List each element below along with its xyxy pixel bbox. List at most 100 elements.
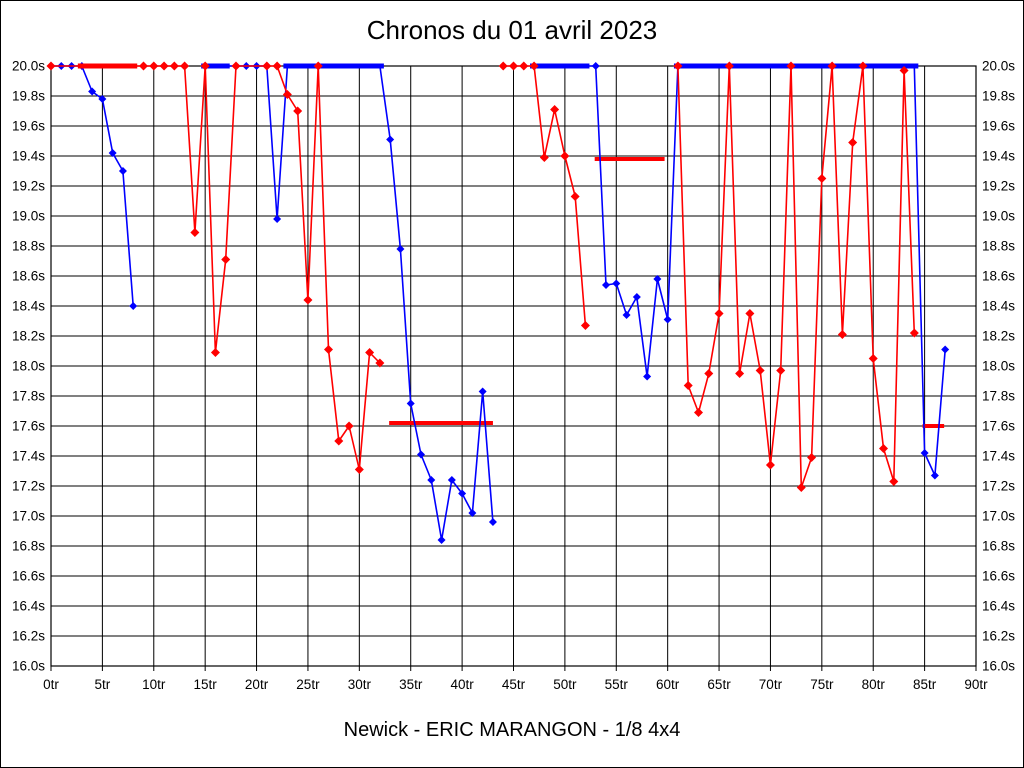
series-blue-point [129, 302, 138, 310]
series-red-point [221, 255, 231, 264]
series-blue-point [273, 215, 282, 223]
y-tick-label-left: 18.6s [12, 269, 45, 284]
x-tick-label: 55tr [605, 677, 629, 692]
chart-footer: Newick - ERIC MARANGON - 1/8 4x4 [343, 719, 681, 741]
series-red-point [262, 61, 272, 71]
series-red-point [889, 477, 899, 486]
series-red-point [159, 61, 169, 71]
y-tick-label-left: 17.0s [12, 509, 45, 524]
series-red-point [868, 354, 878, 363]
y-tick-label-right: 19.4s [982, 149, 1015, 164]
series-red-point [909, 328, 919, 338]
series-red-point [776, 366, 786, 375]
y-tick-label-left: 18.2s [12, 329, 45, 344]
series-red-point [180, 61, 190, 71]
y-tick-label-left: 16.6s [12, 569, 45, 584]
series-red-point [169, 61, 179, 71]
y-tick-label-left: 17.6s [12, 419, 45, 434]
series-red-point [375, 358, 385, 368]
x-tick-label: 90tr [964, 677, 988, 692]
x-tick-label: 0tr [43, 677, 59, 692]
series-red-point [899, 66, 909, 75]
x-tick-label: 30tr [348, 677, 372, 692]
y-tick-label-right: 17.8s [982, 389, 1015, 404]
series-red-point [683, 381, 693, 390]
series-blue-line [534, 65, 946, 477]
series-red-point [694, 408, 703, 417]
series-red-point [704, 369, 714, 378]
series-red-point [550, 105, 560, 114]
y-tick-label-right: 19.8s [982, 89, 1015, 104]
series-red-point [509, 61, 518, 71]
y-tick-label-left: 20.0s [12, 59, 45, 74]
y-tick-label-left: 17.4s [12, 449, 45, 464]
y-tick-label-right: 19.0s [982, 209, 1015, 224]
series-red-line [677, 65, 916, 489]
series-blue-point [653, 275, 662, 283]
series-red-point [765, 460, 775, 470]
series-red-point [714, 309, 724, 318]
y-tick-label-right: 20.0s [982, 59, 1015, 74]
x-tick-label: 15tr [194, 677, 218, 692]
series-red-point [303, 295, 313, 305]
series-blue-point [920, 449, 929, 457]
x-tick-label: 85tr [913, 677, 937, 692]
series-blue-point [427, 476, 436, 484]
series-red-point [272, 61, 282, 71]
series-red-point [519, 61, 529, 71]
y-tick-label-right: 18.0s [982, 359, 1015, 374]
x-tick-label: 5tr [95, 677, 111, 692]
series-red-point [46, 61, 56, 71]
series-red-point [848, 138, 858, 147]
y-tick-label-left: 16.0s [12, 659, 45, 674]
series-red-point [735, 369, 745, 378]
y-tick-label-left: 19.2s [12, 179, 45, 194]
series-red-point [324, 345, 333, 354]
series-blue-line [205, 65, 494, 541]
y-tick-label-right: 17.0s [982, 509, 1015, 524]
y-tick-label-left: 18.4s [12, 299, 45, 314]
series-red-point [796, 483, 806, 492]
series-blue-point [88, 87, 97, 96]
series-blue-point [98, 95, 107, 103]
series-red-point [498, 61, 508, 71]
series-red-point [879, 444, 888, 453]
chart-title: Chronos du 01 avril 2023 [366, 15, 658, 45]
y-tick-label-right: 19.6s [982, 119, 1015, 134]
y-tick-label-left: 17.2s [12, 479, 45, 494]
series-red-point [745, 309, 755, 318]
y-tick-label-left: 16.8s [12, 539, 45, 554]
series-red-point [139, 61, 148, 71]
y-tick-label-left: 19.0s [12, 209, 45, 224]
series-red-point [200, 61, 210, 71]
series-blue-point [602, 281, 610, 289]
series-blue-point [118, 167, 127, 175]
series-red-point [827, 61, 837, 71]
series-red-point [334, 436, 344, 446]
series-red-point [560, 151, 570, 161]
series-blue-point [622, 311, 631, 319]
series-blue-point [488, 518, 497, 526]
x-tick-label: 70tr [759, 677, 783, 692]
y-tick-label-left: 16.2s [12, 629, 45, 644]
series-red-point [313, 61, 323, 71]
series-blue-point [447, 476, 456, 484]
series-red-point [817, 174, 827, 183]
y-tick-label-left: 19.8s [12, 89, 45, 104]
series-red-point [210, 348, 220, 357]
series-red-point [570, 192, 580, 201]
series-red-point [190, 228, 200, 237]
y-tick-label-right: 17.4s [982, 449, 1015, 464]
y-tick-label-right: 18.8s [982, 239, 1015, 254]
y-tick-label-left: 18.8s [12, 239, 45, 254]
series-red-point [231, 61, 241, 71]
y-tick-label-right: 18.6s [982, 269, 1015, 284]
series-red-point [365, 348, 375, 357]
series-red-point [344, 421, 354, 431]
y-tick-label-left: 19.4s [12, 149, 45, 164]
series-blue-point [417, 450, 425, 459]
y-tick-label-left: 19.6s [12, 119, 45, 134]
series-red-point [354, 465, 364, 474]
series-blue-point [437, 536, 446, 544]
